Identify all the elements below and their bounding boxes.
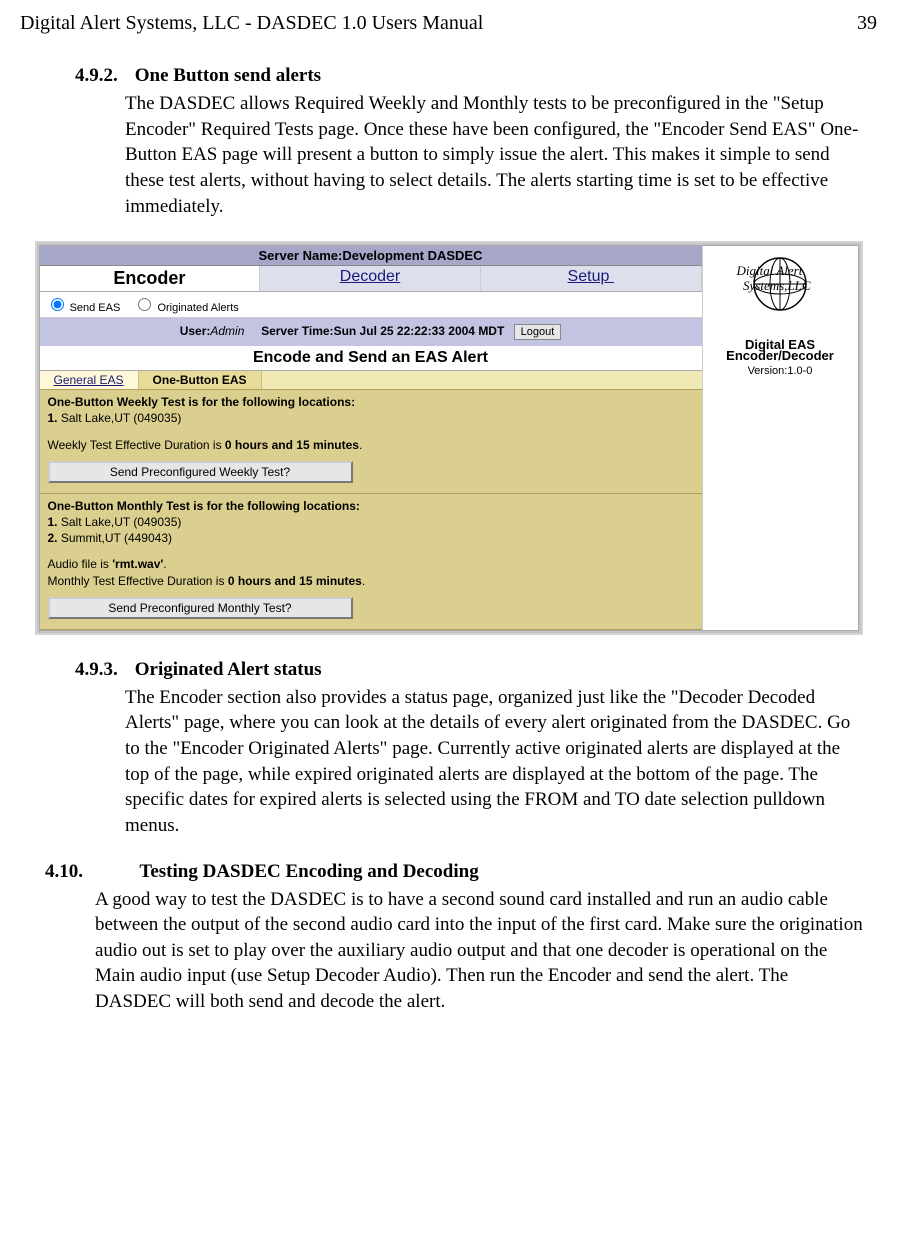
subtab-row: General EAS One-Button EAS: [40, 371, 702, 390]
weekly-test-panel: One-Button Weekly Test is for the follow…: [40, 390, 702, 494]
radio-send-eas-label: Send EAS: [70, 302, 121, 314]
server-time-value: Sun Jul 25 22:22:33 2004 MDT: [334, 324, 505, 338]
encode-title: Encode and Send an EAS Alert: [40, 346, 702, 371]
monthly-duration: Monthly Test Effective Duration is 0 hou…: [48, 573, 694, 589]
tab-setup[interactable]: Setup: [481, 266, 702, 291]
section-number: 4.9.3.: [75, 659, 130, 681]
user-value: Admin: [210, 324, 244, 338]
brand-company: Digital Alert Systems,LLC: [737, 264, 892, 293]
weekly-heading: One-Button Weekly Test is for the follow…: [48, 394, 694, 410]
send-weekly-test-button[interactable]: Send Preconfigured Weekly Test?: [48, 461, 353, 483]
page-header: Digital Alert Systems, LLC - DASDEC 1.0 …: [20, 12, 877, 35]
monthly-location-2: 2. Summit,UT (449043): [48, 530, 694, 546]
section-493-body: The Encoder section also provides a stat…: [125, 685, 867, 839]
logout-button[interactable]: Logout: [514, 324, 562, 340]
section-493-heading: 4.9.3. Originated Alert status: [75, 659, 877, 681]
brand-panel: Digital Alert Systems,LLC Digital EAS En…: [703, 246, 858, 630]
user-bar: User:Admin Server Time:Sun Jul 25 22:22:…: [40, 318, 702, 346]
tab-decoder[interactable]: Decoder: [260, 266, 481, 291]
section-492-heading: 4.9.2. One Button send alerts: [75, 65, 877, 87]
radio-originated-input[interactable]: [138, 298, 151, 311]
section-number: 4.10.: [45, 861, 135, 883]
section-title: Testing DASDEC Encoding and Decoding: [139, 861, 478, 882]
weekly-location-1: 1. 1. Salt Lake,UT (049035)Salt Lake,UT …: [48, 410, 694, 426]
monthly-location-1: 1. Salt Lake,UT (049035): [48, 514, 694, 530]
radio-originated-label: Originated Alerts: [157, 302, 238, 314]
main-tab-row: Encoder Decoder Setup: [40, 266, 702, 292]
page-number: 39: [857, 12, 877, 35]
weekly-duration: Weekly Test Effective Duration is 0 hour…: [48, 437, 694, 453]
subtab-general-eas[interactable]: General EAS: [40, 371, 139, 389]
section-number: 4.9.2.: [75, 65, 130, 87]
server-name-bar: Server Name:Development DASDEC: [40, 246, 702, 266]
server-time-label: Server Time:: [261, 324, 334, 338]
brand-product-line2: Encoder/Decoder: [703, 348, 858, 363]
radio-send-eas[interactable]: Send EAS: [46, 302, 124, 314]
encoder-radio-row: Send EAS Originated Alerts: [40, 292, 702, 318]
subtab-one-button-eas[interactable]: One-Button EAS: [139, 371, 262, 389]
section-410-body: A good way to test the DASDEC is to have…: [95, 887, 867, 1015]
dasdec-ui-screenshot: Server Name:Development DASDEC Encoder D…: [35, 241, 863, 635]
section-title: Originated Alert status: [135, 659, 322, 680]
section-410-heading: 4.10. Testing DASDEC Encoding and Decodi…: [45, 861, 877, 883]
brand-version: Version:1.0-0: [703, 365, 858, 377]
monthly-audio: Audio file is 'rmt.wav'.: [48, 556, 694, 572]
monthly-heading: One-Button Monthly Test is for the follo…: [48, 498, 694, 514]
user-label: User:: [180, 324, 211, 338]
radio-send-eas-input[interactable]: [51, 298, 64, 311]
doc-title: Digital Alert Systems, LLC - DASDEC 1.0 …: [20, 12, 483, 35]
section-title: One Button send alerts: [135, 65, 321, 86]
tab-encoder[interactable]: Encoder: [40, 266, 261, 291]
monthly-test-panel: One-Button Monthly Test is for the follo…: [40, 494, 702, 630]
section-492-body: The DASDEC allows Required Weekly and Mo…: [125, 91, 867, 219]
send-monthly-test-button[interactable]: Send Preconfigured Monthly Test?: [48, 597, 353, 619]
radio-originated[interactable]: Originated Alerts: [133, 302, 238, 314]
